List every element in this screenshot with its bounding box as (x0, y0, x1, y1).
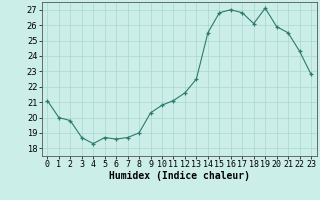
X-axis label: Humidex (Indice chaleur): Humidex (Indice chaleur) (109, 171, 250, 181)
